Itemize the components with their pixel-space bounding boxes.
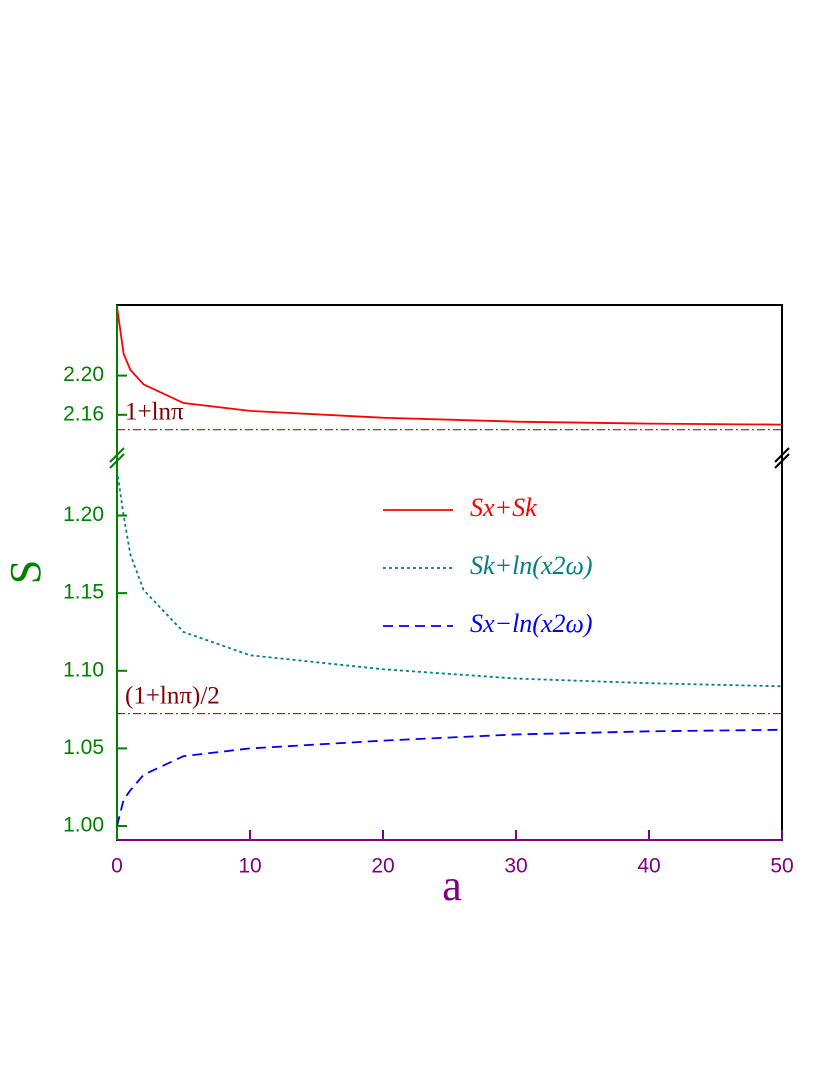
line xyxy=(117,728,782,827)
y-tick-label: 1.15 xyxy=(63,581,104,604)
x-tick-label: 20 xyxy=(371,855,394,878)
plot-series xyxy=(117,470,782,827)
x-tick-label: 0 xyxy=(111,855,123,878)
axis-break xyxy=(109,447,790,469)
y-tick-label: 2.20 xyxy=(63,363,104,386)
plot-series xyxy=(117,306,782,426)
x-tick-label: 30 xyxy=(504,855,527,878)
x-tick-label: 40 xyxy=(637,855,660,878)
y-tick-label: 2.16 xyxy=(63,402,104,425)
y-tick-label: 1.00 xyxy=(63,814,104,837)
legend-label: Sk+ln(x2ω) xyxy=(470,551,593,580)
y-axis-label: S xyxy=(1,560,50,584)
reference-label: (1+lnπ)/2 xyxy=(125,682,220,709)
y-tick-label: 1.20 xyxy=(63,503,104,526)
x-tick-label: 50 xyxy=(770,855,793,878)
y-tick-label: 1.05 xyxy=(63,736,104,759)
x-axis-label: a xyxy=(442,861,462,910)
legend-label: Sx−ln(x2ω) xyxy=(470,609,593,638)
plot-frame xyxy=(116,304,783,841)
y-tick-label: 1.10 xyxy=(63,658,104,681)
line xyxy=(117,470,782,688)
x-tick-label: 10 xyxy=(238,855,261,878)
line xyxy=(117,306,782,426)
legend-label: Sx+Sk xyxy=(470,493,537,522)
reference-label: 1+lnπ xyxy=(125,399,184,426)
